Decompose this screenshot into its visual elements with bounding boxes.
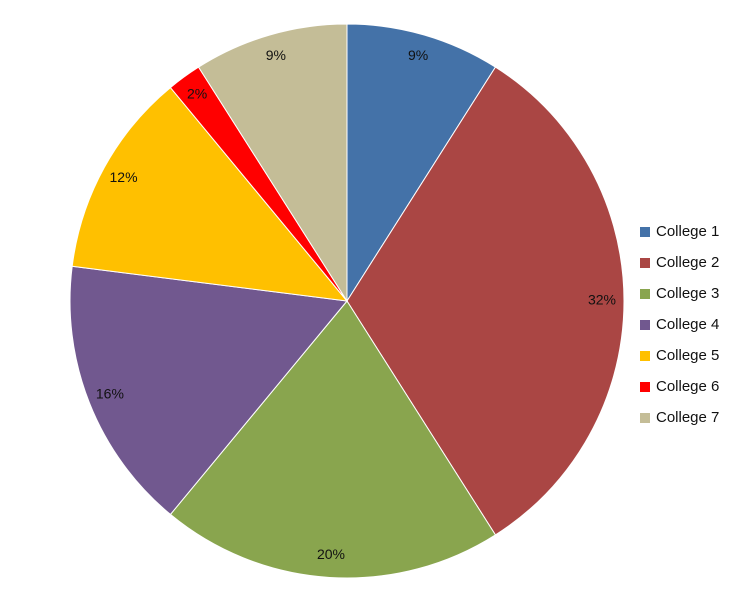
legend-item-college-7: College 7 <box>640 402 748 433</box>
legend-label: College 4 <box>656 316 720 333</box>
slice-label-college-7: 9% <box>266 47 286 63</box>
legend-item-college-4: College 4 <box>640 309 748 340</box>
legend-label: College 3 <box>656 285 720 302</box>
legend-swatch <box>640 226 650 237</box>
legend-label: College 2 <box>656 254 720 271</box>
legend-item-college-3: College 3 <box>640 278 748 309</box>
pie-slice-college-4 <box>69 265 348 516</box>
pie-slice-labels: 9% 32% 20% 16% 12% 2% 9% <box>96 47 616 562</box>
legend-label: College 5 <box>656 347 720 364</box>
legend-item-college-5: College 5 <box>640 340 748 371</box>
slice-label-college-4: 16% <box>96 386 124 402</box>
slice-label-college-6: 2% <box>187 85 207 101</box>
legend-swatch <box>640 412 650 423</box>
pie-slice-college-1 <box>346 23 497 303</box>
legend-label: College 1 <box>656 223 720 240</box>
pie-slice-college-7 <box>197 23 348 303</box>
slice-label-college-1: 9% <box>408 47 428 63</box>
legend-label: College 7 <box>656 409 720 426</box>
slice-label-college-3: 20% <box>317 546 345 562</box>
legend-item-college-6: College 6 <box>640 371 748 402</box>
pie-slice-college-2 <box>346 66 625 536</box>
legend-swatch <box>640 350 650 361</box>
pie-slices <box>69 23 625 579</box>
legend-swatch <box>640 257 650 268</box>
legend-swatch <box>640 319 650 330</box>
slice-label-college-5: 12% <box>110 169 138 185</box>
legend-swatch <box>640 288 650 299</box>
legend-item-college-2: College 2 <box>640 247 748 278</box>
pie-slice-college-3 <box>169 300 497 579</box>
pie-slice-college-5 <box>71 86 349 302</box>
legend-swatch <box>640 381 650 392</box>
legend-item-college-1: College 1 <box>640 216 748 247</box>
chart-legend: College 1 College 2 College 3 College 4 Coll… <box>640 216 748 433</box>
slice-label-college-2: 32% <box>588 292 616 308</box>
legend-label: College 6 <box>656 378 720 395</box>
